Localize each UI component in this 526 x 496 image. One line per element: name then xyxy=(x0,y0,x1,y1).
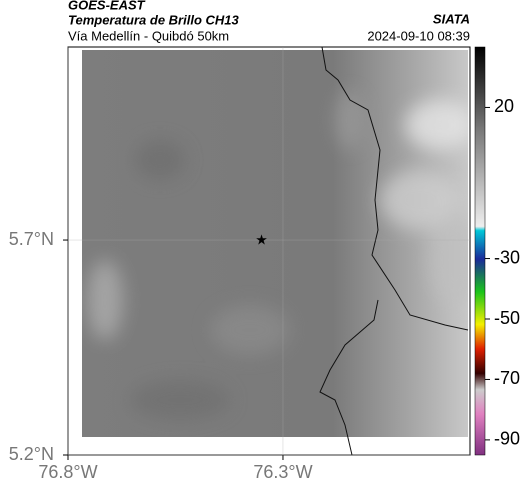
x-tick-label: 76.3°W xyxy=(253,462,312,482)
colorbar xyxy=(474,46,486,456)
colorbar-label: -50 xyxy=(494,308,520,328)
colorbar-label: -90 xyxy=(494,429,520,449)
organization: SIATA xyxy=(433,11,470,26)
border xyxy=(319,299,379,456)
location-marker: ★ xyxy=(255,232,268,248)
border xyxy=(321,46,469,331)
source: GOES-EAST xyxy=(68,0,146,12)
y-tick-label: 5.2°N xyxy=(9,444,54,464)
timestamp: 2024-09-10 08:39 xyxy=(367,28,470,43)
x-tick-label: 76.8°W xyxy=(38,462,97,482)
colorbar-label: -30 xyxy=(494,247,520,267)
title: Temperatura de Brillo CH13 xyxy=(68,12,240,27)
satellite-image xyxy=(82,50,468,437)
colorbar-label: 20 xyxy=(494,96,514,116)
y-tick-label: 5.7°N xyxy=(9,229,54,249)
colorbar-label: -70 xyxy=(494,368,520,388)
subtitle: Vía Medellín - Quibdó 50km xyxy=(68,28,229,43)
